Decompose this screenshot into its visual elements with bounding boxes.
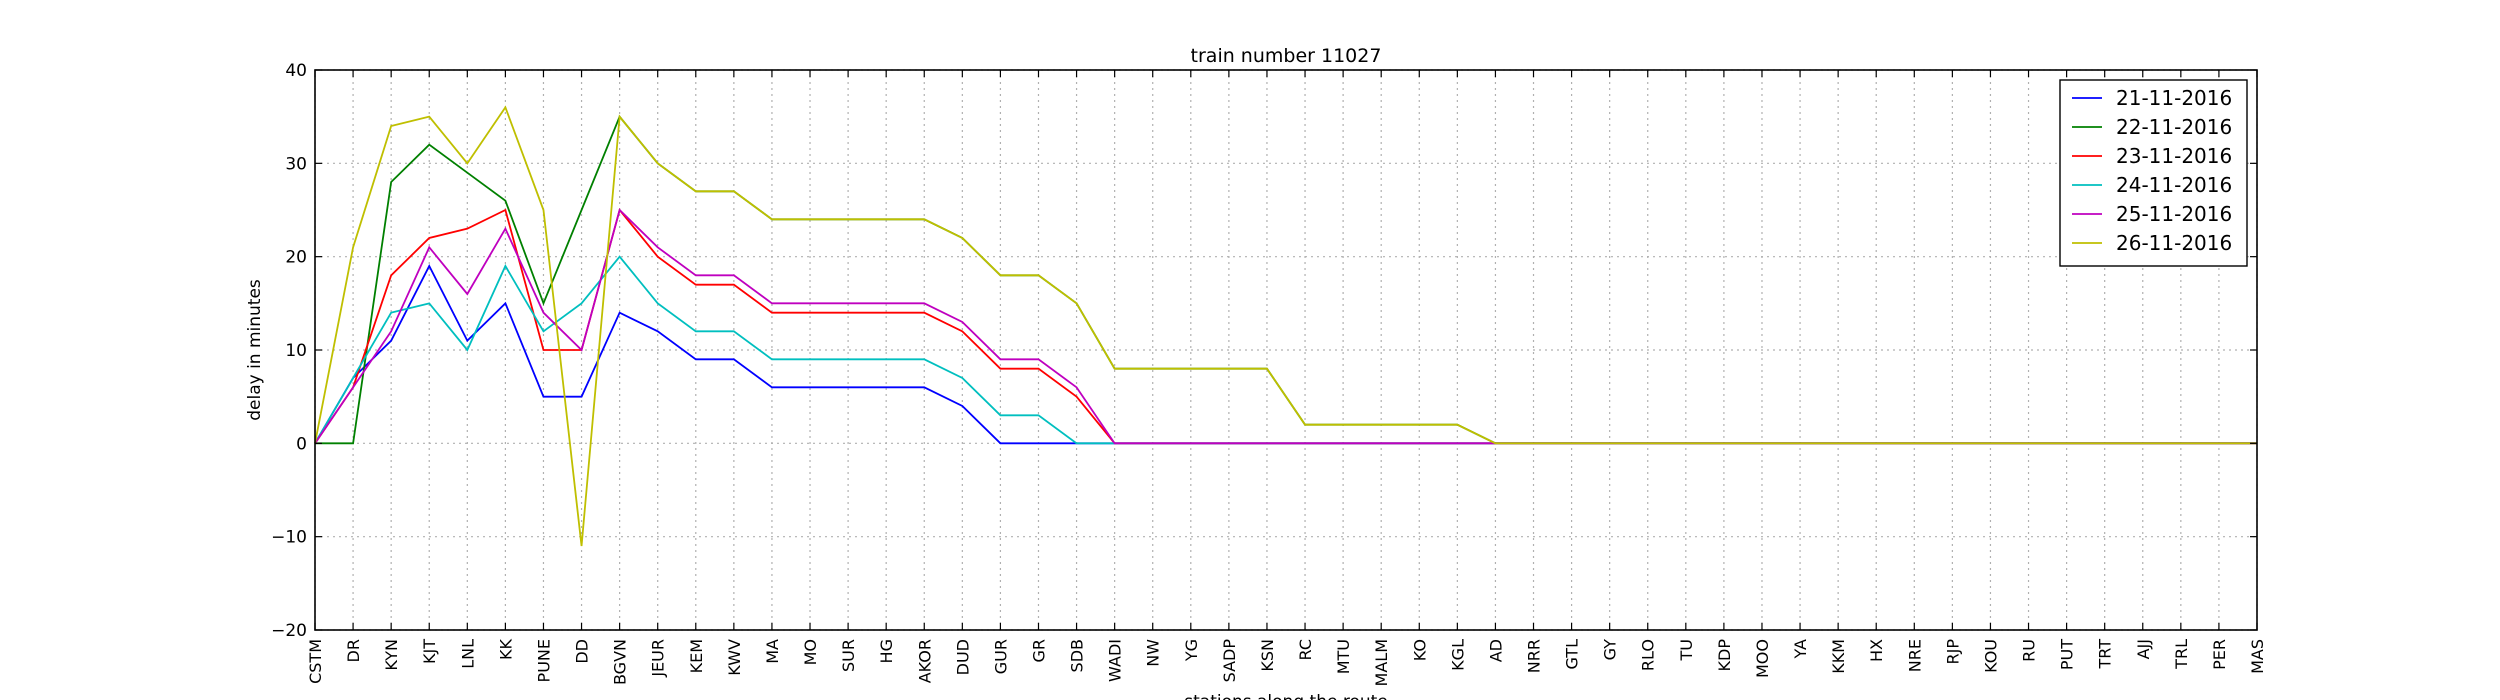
x-tick-label: RJP — [1943, 639, 1962, 665]
y-tick-labels: −20 −10 0 10 20 30 40 — [271, 61, 307, 641]
x-tick-label: SADP — [1220, 639, 1239, 683]
legend-label: 22-11-2016 — [2116, 115, 2232, 139]
y-tick-label: 40 — [285, 61, 307, 81]
x-tick-label: MO — [801, 639, 820, 665]
x-tick-label: DD — [573, 639, 592, 664]
legend-box — [2059, 79, 2248, 267]
x-tick-label: JEUR — [649, 639, 668, 678]
x-tick-label: CSTM — [306, 639, 325, 684]
x-tick-label: RC — [1296, 639, 1315, 661]
y-tick-label: −10 — [271, 528, 307, 548]
x-tick-label: KJT — [420, 639, 439, 664]
x-tick-label: NRR — [1525, 639, 1544, 673]
legend-label: 23-11-2016 — [2116, 144, 2232, 168]
x-tick-label: KEM — [687, 639, 706, 673]
series-line — [314, 264, 2257, 445]
x-tick-label: SDB — [1068, 639, 1087, 672]
series-line — [314, 208, 2257, 445]
series-line — [314, 105, 2257, 547]
axis-ticks — [314, 69, 2258, 631]
series-lines — [314, 105, 2257, 547]
x-tick-label: GTL — [1563, 639, 1582, 670]
x-tick-label: MAS — [2248, 639, 2267, 674]
x-tick-label: GR — [1029, 639, 1048, 663]
x-tick-label: HG — [877, 639, 896, 663]
y-tick-label: −20 — [271, 621, 307, 641]
series-line — [315, 114, 2257, 445]
y-axis-label: delay in minutes — [245, 279, 265, 421]
x-tick-label: MOO — [1753, 639, 1772, 678]
grid-lines — [314, 69, 2258, 631]
x-tick-label: MALM — [1372, 639, 1391, 686]
x-tick-label: HX — [1867, 639, 1886, 662]
x-tick-label: MTU — [1334, 639, 1353, 674]
x-tick-label: KGL — [1448, 639, 1467, 671]
x-tick-label: NRE — [1905, 639, 1924, 672]
x-tick-label: KKM — [1829, 639, 1848, 674]
legend-label: 24-11-2016 — [2116, 173, 2232, 197]
x-tick-label: YG — [1182, 639, 1201, 662]
x-tick-label: SUR — [839, 639, 858, 672]
x-tick-label: KDP — [1715, 639, 1734, 672]
x-tick-label: LNL — [458, 639, 477, 669]
x-tick-label: PER — [2210, 639, 2229, 670]
x-tick-label: PUNE — [534, 639, 553, 682]
x-tick-label: KK — [496, 638, 515, 659]
x-tick-label: KWV — [725, 639, 744, 676]
legend-label: 25-11-2016 — [2116, 202, 2232, 226]
y-tick-label: 30 — [285, 154, 307, 174]
y-tick-label: 10 — [285, 341, 307, 361]
x-axis-label: stations along the route — [1184, 692, 1388, 700]
x-tick-label: DR — [344, 639, 363, 662]
x-tick-label: WADI — [1106, 639, 1125, 682]
y-tick-label: 20 — [285, 248, 307, 268]
chart-title: train number 11027 — [1191, 45, 1382, 67]
x-tick-label: PUT — [2058, 639, 2077, 670]
legend: 21-11-2016 22-11-2016 23-11-2016 24-11-2016… — [2059, 79, 2248, 267]
x-tick-label: TU — [1677, 639, 1696, 661]
x-tick-label: DUD — [953, 639, 972, 675]
x-tick-label: AJJ — [2134, 639, 2153, 659]
x-tick-label: MA — [763, 639, 782, 664]
x-tick-label: NW — [1144, 639, 1163, 667]
legend-label: 26-11-2016 — [2116, 231, 2232, 255]
series-line — [314, 208, 2257, 445]
x-tick-label: AKOR — [915, 639, 934, 683]
x-tick-labels: CSTM DR KYN KJT LNL KK PUNE DD BGVN JEUR KEM KWV MA M… — [306, 638, 2267, 686]
legend-label: 21-11-2016 — [2116, 86, 2232, 110]
x-tick-label: RLO — [1639, 639, 1658, 671]
x-tick-label: YA — [1791, 639, 1810, 660]
x-tick-label: BGVN — [611, 639, 630, 685]
x-tick-label: KYN — [382, 639, 401, 671]
y-tick-label: 0 — [296, 434, 307, 454]
x-tick-label: GY — [1601, 639, 1620, 661]
x-tick-label: RU — [2020, 639, 2039, 662]
x-tick-label: KOU — [1981, 639, 2000, 673]
x-tick-label: TRL — [2172, 639, 2191, 670]
x-tick-label: GUR — [991, 639, 1010, 674]
x-tick-label: KO — [1410, 639, 1429, 661]
x-tick-label: TRT — [2096, 639, 2115, 670]
x-tick-label: AD — [1486, 639, 1505, 662]
x-tick-label: KSN — [1258, 639, 1277, 672]
